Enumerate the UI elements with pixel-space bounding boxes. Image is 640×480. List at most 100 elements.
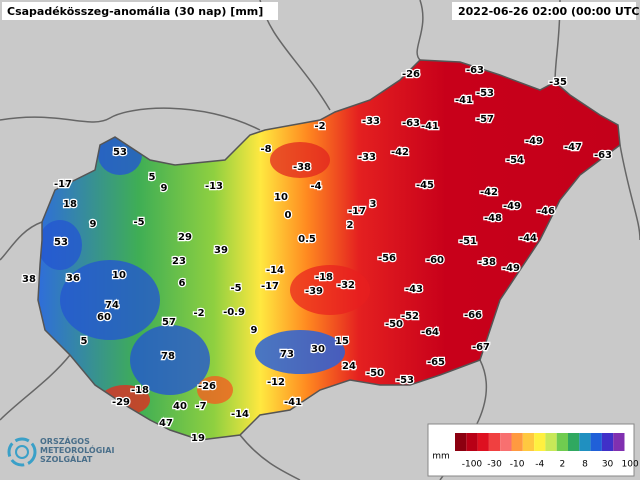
anomaly-label: 38 (22, 274, 36, 285)
logo-text: METEOROLÓGIAI (40, 444, 114, 455)
legend-swatch (477, 433, 489, 451)
anomaly-label: -14 (266, 265, 284, 276)
anomaly-label: -67 (472, 342, 490, 353)
anomaly-label: 29 (178, 232, 192, 243)
anomaly-label: -17 (348, 206, 366, 217)
anomaly-label: -44 (519, 233, 537, 244)
anomaly-label: -60 (426, 255, 444, 266)
anomaly-label: 9 (161, 183, 168, 194)
legend-tick-label: 2 (559, 460, 565, 470)
anomaly-label: 40 (173, 401, 187, 412)
legend-swatch (579, 433, 591, 451)
legend-swatch (455, 433, 467, 451)
anomaly-label: -33 (362, 116, 380, 127)
anomaly-label: -46 (537, 206, 555, 217)
anomaly-label: -42 (391, 147, 409, 158)
anomaly-label: -50 (366, 368, 384, 379)
anomaly-label: -17 (54, 179, 72, 190)
anomaly-label: -50 (385, 319, 403, 330)
anomaly-label: -2 (193, 308, 204, 319)
anomaly-label: 53 (54, 237, 68, 248)
logo-text: ORSZÁGOS (40, 435, 90, 446)
legend-swatch (500, 433, 512, 451)
logo-text: SZOLGÁLAT (40, 453, 93, 464)
anomaly-label: -53 (396, 375, 414, 386)
anomaly-label: -41 (455, 95, 473, 106)
anomaly-label: 19 (191, 433, 205, 444)
anomaly-label: -49 (502, 263, 520, 274)
legend-unit: mm (432, 452, 450, 462)
legend-tick-label: -30 (487, 460, 502, 470)
anomaly-label: -51 (459, 236, 477, 247)
legend-swatch (545, 433, 557, 451)
anomaly-label: 5 (149, 172, 156, 183)
anomaly-label: 9 (90, 219, 97, 230)
anomaly-label: 15 (335, 336, 349, 347)
anomaly-label: 18 (63, 199, 77, 210)
legend-swatch (590, 433, 602, 451)
legend-tick-label: 8 (582, 460, 588, 470)
anomaly-label: 0.5 (298, 234, 316, 245)
anomaly-label: 10 (274, 192, 288, 203)
anomaly-label: -32 (337, 280, 355, 291)
legend-swatch (601, 433, 614, 451)
anomaly-label: -54 (506, 155, 524, 166)
anomaly-label: -18 (131, 385, 149, 396)
anomaly-label: 24 (342, 361, 356, 372)
title: Csapadékösszeg-anomália (30 nap) [mm] (7, 5, 263, 18)
legend-swatch (488, 433, 501, 451)
anomaly-label: -14 (231, 409, 249, 420)
anomaly-label: -48 (484, 213, 502, 224)
anomaly-label: 47 (159, 418, 173, 429)
legend-tick-label: -100 (462, 460, 483, 470)
anomaly-label: 74 (105, 300, 119, 311)
anomaly-label: -26 (402, 69, 420, 80)
anomaly-label: 78 (161, 351, 175, 362)
anomaly-label: -42 (480, 187, 498, 198)
anomaly-label: 9 (251, 325, 258, 336)
legend-swatch (534, 433, 546, 451)
legend-tick-label: -4 (535, 460, 544, 470)
anomaly-label: 23 (172, 256, 186, 267)
anomaly-label: -49 (525, 136, 543, 147)
legend-swatch (466, 433, 478, 451)
anomaly-label: -38 (293, 162, 311, 173)
anomaly-label: -38 (478, 257, 496, 268)
anomaly-label: -18 (315, 272, 333, 283)
anomaly-label: -65 (427, 357, 445, 368)
legend-tick-label: 30 (602, 460, 614, 470)
anomaly-label: 39 (214, 245, 228, 256)
anomaly-label: 30 (311, 344, 325, 355)
anomaly-label: 6 (179, 278, 186, 289)
anomaly-label: -47 (564, 142, 582, 153)
legend-swatch (511, 433, 523, 451)
timestamp-box (452, 2, 636, 20)
anomaly-label: -56 (378, 253, 396, 264)
anomaly-label: -26 (198, 381, 216, 392)
anomaly-label: -2 (314, 121, 325, 132)
anomaly-label: -63 (466, 65, 484, 76)
anomaly-label: 0 (285, 210, 292, 221)
anomaly-label: -4 (310, 181, 321, 192)
anomaly-label: 5 (81, 336, 88, 347)
anomaly-label: 53 (113, 147, 127, 158)
anomaly-label: 60 (97, 312, 111, 323)
title-box (2, 2, 278, 20)
anomaly-label: -45 (416, 180, 434, 191)
legend-swatch (556, 433, 568, 451)
anomaly-label: -52 (401, 311, 419, 322)
legend-swatch (568, 433, 580, 451)
legend-tick-label: -10 (510, 460, 525, 470)
anomaly-label: 36 (66, 273, 80, 284)
anomaly-label: -5 (133, 217, 144, 228)
anomaly-label: -5 (230, 283, 241, 294)
anomaly-label: -53 (476, 88, 494, 99)
anomaly-label: -57 (476, 114, 494, 125)
legend-swatch (613, 433, 625, 451)
anomaly-label: -7 (195, 401, 206, 412)
anomaly-label: -43 (405, 284, 423, 295)
anomaly-label: -41 (421, 121, 439, 132)
anomaly-label: -63 (402, 118, 420, 129)
anomaly-label: -33 (358, 152, 376, 163)
anomaly-label: 73 (280, 349, 294, 360)
